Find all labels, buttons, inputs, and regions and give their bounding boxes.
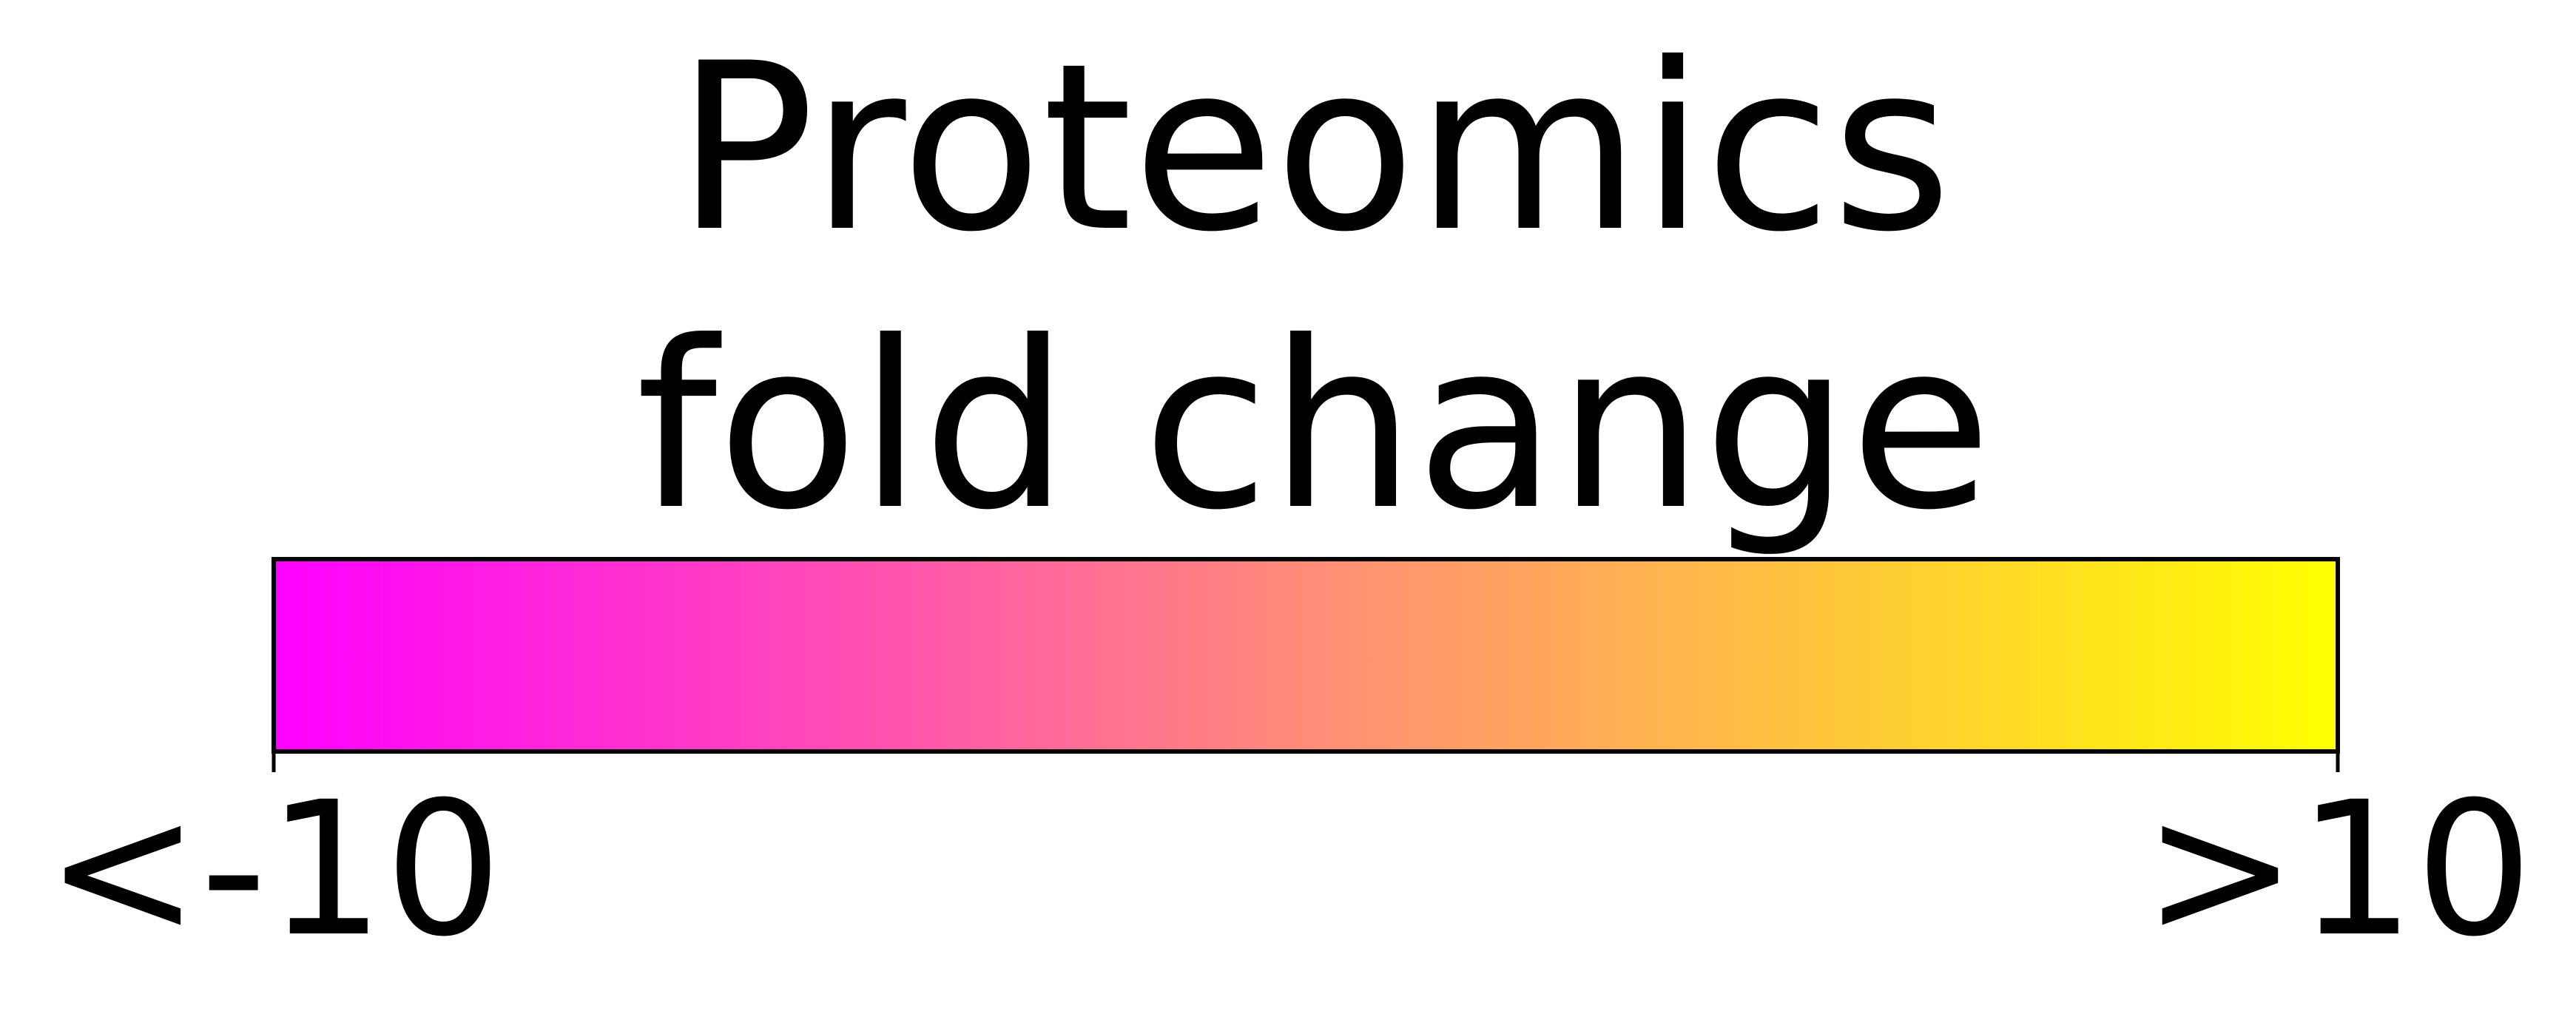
colorbar-title-line-2: fold change (636, 291, 1992, 561)
colorbar-title-line-1: Proteomics (676, 13, 1952, 283)
colorbar-tick-label-max: >10 (2142, 762, 2533, 977)
colorbar-tick-label-min: <-10 (45, 762, 502, 977)
colorbar-gradient-bar (272, 557, 2340, 754)
